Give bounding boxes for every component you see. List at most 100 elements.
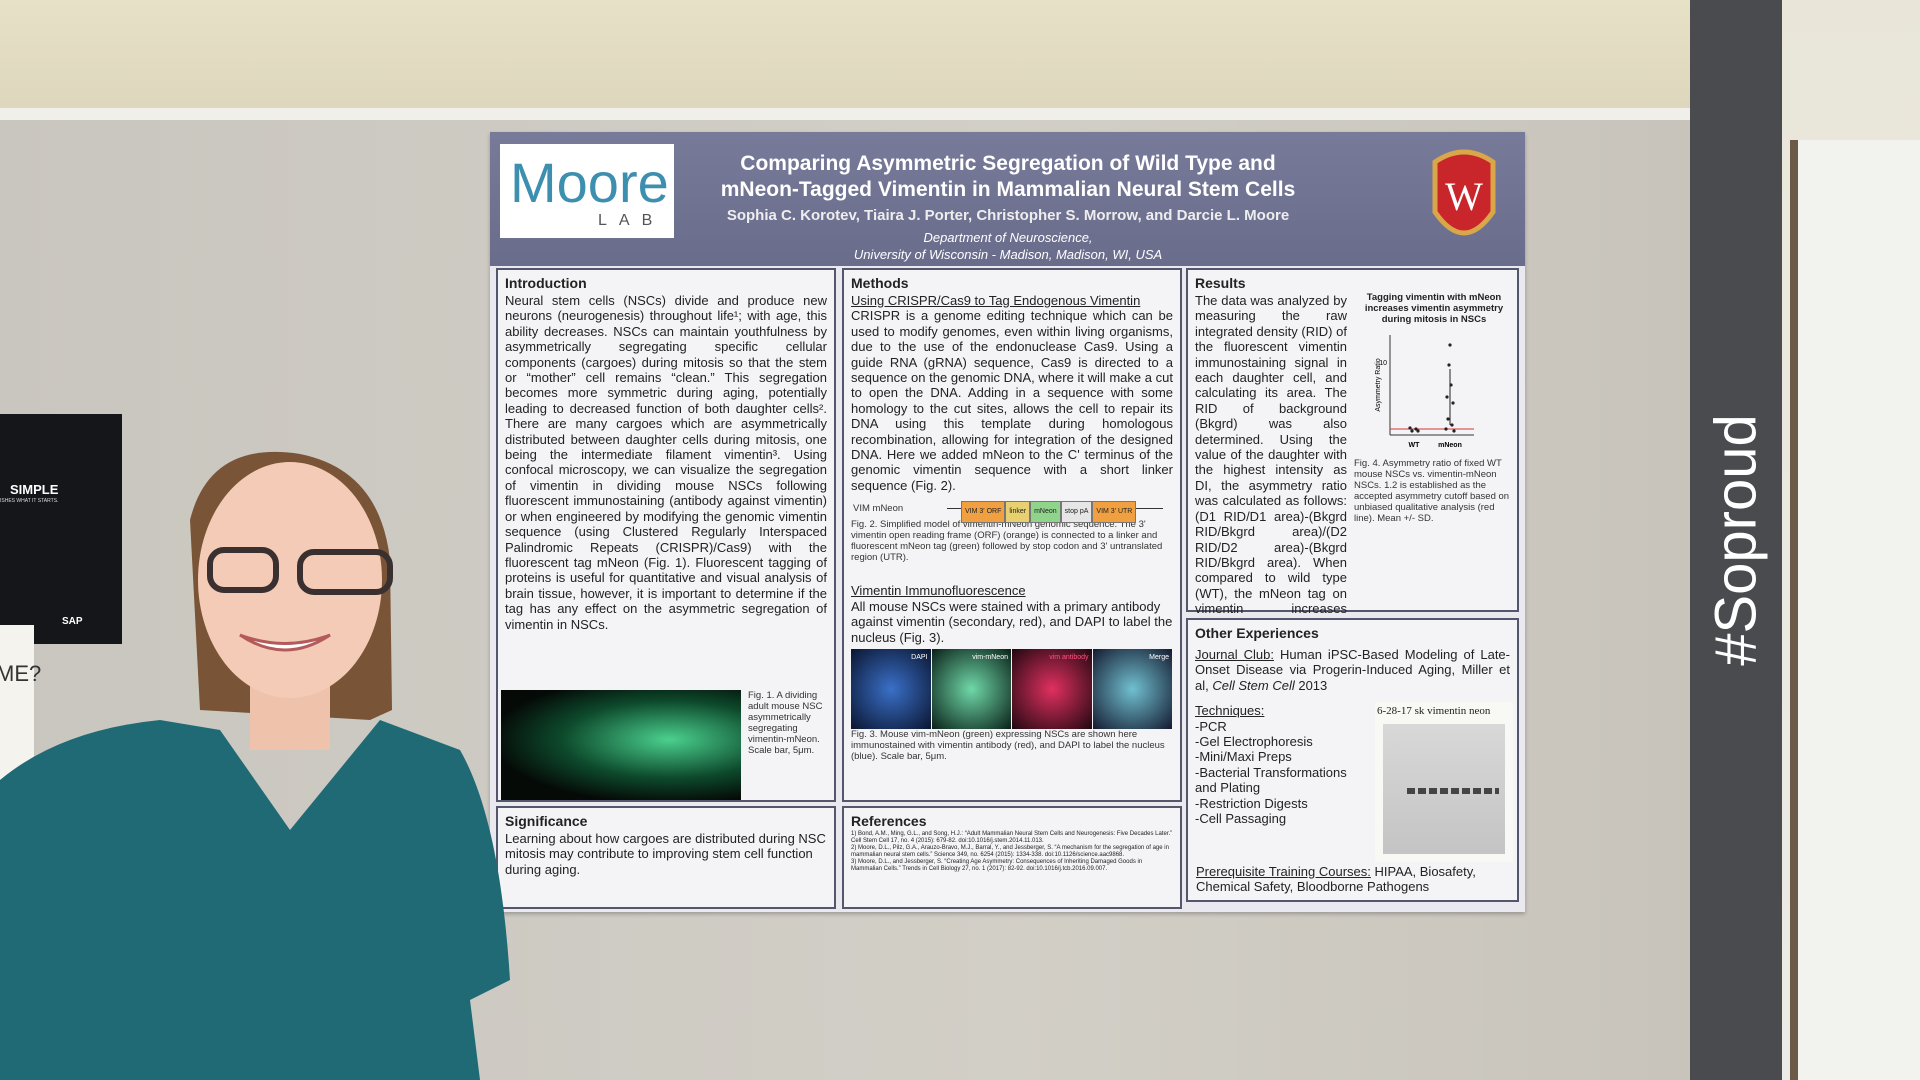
- construct: VIM mNeon VIM 3' ORF linker mNeon stop pA VI…: [851, 499, 1173, 523]
- subheading: Vimentin Immunofluorescence: [851, 583, 1026, 599]
- introduction-text: Neural stem cells (NSCs) divide and prod…: [505, 293, 827, 632]
- subheading: Using CRISPR/Cas9 to Tag Endogenous Vime…: [851, 293, 1141, 308]
- references-panel: References 1) Bond, A.M., Ming, G.L., an…: [842, 806, 1182, 909]
- sign-tagline: ISHES WHAT IT STARTS.: [0, 498, 59, 504]
- label: Techniques:: [1195, 703, 1265, 719]
- methods-text-2: All mouse NSCs were stained with a prima…: [851, 598, 1173, 645]
- affiliation-1: Department of Neuroscience,: [923, 230, 1093, 245]
- significance-text: Learning about how cargoes are distribut…: [505, 831, 826, 877]
- door-frame: [1690, 0, 1782, 1080]
- section-heading: References: [851, 813, 927, 829]
- face: [198, 462, 382, 698]
- section-heading: Results: [1195, 275, 1246, 291]
- label: Journal Club:: [1195, 647, 1274, 662]
- glasses: [207, 547, 279, 593]
- figure-3-caption: Fig. 3. Mouse vim-mNeon (green) expressi…: [851, 728, 1165, 762]
- journal-text: Human iPSC-Based Modeling of Late-Onset …: [1195, 647, 1510, 693]
- glasses: [297, 549, 393, 595]
- journal-club: Journal Club: Human iPSC-Based Modeling …: [1195, 647, 1510, 693]
- construct-part: linker: [1005, 501, 1031, 523]
- figure-3-panel: vim antibody: [1012, 648, 1092, 729]
- panel-label: Merge: [1149, 653, 1169, 661]
- journal-year: 2013: [1298, 677, 1328, 693]
- section-heading: Introduction: [505, 275, 587, 291]
- figure-2-caption: Fig. 2. Simplified model of vimentin-mNe…: [851, 519, 1163, 564]
- poster-title-2: mNeon-Tagged Vimentin in Mammalian Neura…: [720, 178, 1296, 201]
- journal-source: Cell Stem Cell: [1212, 677, 1295, 693]
- wall-top: [0, 0, 1690, 116]
- technique: -PCR: [1195, 718, 1227, 734]
- gel-photo: 6-28-17 sk vimentin neon: [1375, 702, 1513, 862]
- gel: [1383, 724, 1505, 854]
- group-label: WT: [1409, 442, 1421, 449]
- technique: -Gel Electrophoresis: [1195, 734, 1313, 750]
- reference: 3) Moore, D.L., and Jessberger, S. “Crea…: [851, 859, 1143, 872]
- figure-3-panels: DAPI vim-mNeon vim antibody Merge: [851, 648, 1173, 729]
- construct-part: VIM 3' ORF: [961, 501, 1006, 523]
- gel-label: 6-28-17 sk vimentin neon: [1377, 705, 1491, 717]
- hashtag: #Soproud: [1703, 414, 1769, 666]
- sign-brand: SAP: [62, 616, 83, 627]
- crest-shield: [1432, 149, 1496, 236]
- shirt: [0, 720, 510, 1080]
- sign-headline: SIMPLE: [10, 482, 59, 497]
- other-panel: Other Experiences Journal Club: Human iP…: [1186, 618, 1519, 902]
- smile: [239, 633, 331, 652]
- door-glass: [1790, 140, 1920, 1080]
- significance-panel: Significance Learning about how cargoes …: [496, 806, 836, 909]
- technique-list: -PCR -Gel Electrophoresis -Mini/Maxi Preps…: [1195, 719, 1370, 827]
- figure-1-image: [501, 690, 741, 800]
- poster: Moore LAB Comparing Asymmetric Segregati…: [490, 132, 1525, 912]
- crest-letter: W: [1445, 174, 1483, 219]
- panel-label: vim-mNeon: [972, 653, 1008, 661]
- prereq-text: HIPAA, Biosafety, Chemical Safety, Blood…: [1196, 864, 1476, 895]
- reference: 2) Moore, D.L., Pilz, G.A., Arauzo-Bravo…: [851, 845, 1169, 858]
- logo-sub: LAB: [598, 212, 665, 229]
- panel-label: vim antibody: [1049, 653, 1089, 661]
- section-heading: Significance: [505, 813, 588, 829]
- panel-label: DAPI: [911, 653, 928, 661]
- poster-title-1: Comparing Asymmetric Segregation of Wild…: [740, 152, 1276, 175]
- construct-part: VIM 3' UTR: [1092, 501, 1137, 523]
- section-heading: Other Experiences: [1195, 625, 1319, 641]
- methods-text: CRISPR is a genome editing technique whi…: [851, 308, 1173, 493]
- crest: W: [1432, 149, 1496, 236]
- figure-3-panel: DAPI: [851, 648, 931, 729]
- section-heading: Methods: [851, 275, 909, 291]
- group-label: mNeon: [1438, 442, 1462, 449]
- figure-4: Tagging vimentin with mNeon increases vi…: [1354, 292, 1514, 524]
- figure-4-caption: Fig. 4. Asymmetry ratio of fixed WT mous…: [1354, 458, 1510, 525]
- introduction-panel: Introduction Neural stem cells (NSCs) di…: [496, 268, 836, 802]
- axis-label: Asymmetry Ratio: [1375, 358, 1382, 411]
- figure-3-panel: Merge: [1092, 648, 1172, 729]
- technique: -Restriction Digests: [1195, 795, 1308, 811]
- reference-list: 1) Bond, A.M., Ming, G.L., and Song, H.J…: [851, 831, 1173, 873]
- label: Prerequisite Training Courses:: [1196, 864, 1371, 879]
- sign: SIMPLE ISHES WHAT IT STARTS. SAP: [0, 414, 122, 644]
- affiliation-2: University of Wisconsin - Madison, Madis…: [853, 247, 1163, 262]
- prerequisites: Prerequisite Training Courses: HIPAA, Bi…: [1196, 864, 1514, 895]
- person: [0, 451, 510, 1080]
- construct-parts: VIM 3' ORF linker mNeon stop pA VIM 3' UTR: [961, 501, 1137, 523]
- results-text: The data was analyzed by measuring the r…: [1195, 293, 1347, 662]
- reference: 1) Bond, A.M., Ming, G.L., and Song, H.J…: [851, 831, 1173, 844]
- figure-4-plot: Asymmetry Ratio 10 WT mNeon: [1375, 335, 1474, 449]
- authors: Sophia C. Korotev, Tiaira J. Porter, Chr…: [726, 207, 1290, 224]
- construct-part: stop pA: [1060, 501, 1093, 523]
- figure-4-title: Tagging vimentin with mNeon increases vi…: [1364, 292, 1504, 325]
- construct-part: mNeon: [1030, 501, 1061, 523]
- molding: [0, 108, 1690, 120]
- methods-panel: Methods Using CRISPR/Cas9 to Tag Endogen…: [842, 268, 1182, 802]
- note-text: ME?: [0, 661, 42, 686]
- gel-bands: [1407, 788, 1499, 794]
- technique: -Bacterial Transformations and Plating: [1195, 764, 1347, 796]
- logo-name: Moore: [510, 151, 669, 214]
- construct-label: VIM mNeon: [853, 503, 904, 515]
- figure-1-caption: Fig. 1. A dividing adult mouse NSC asymm…: [748, 690, 823, 756]
- technique: -Cell Passaging: [1195, 811, 1287, 827]
- technique: -Mini/Maxi Preps: [1195, 749, 1292, 765]
- dots: [1408, 343, 1456, 433]
- figure-3-panel: vim-mNeon: [931, 648, 1011, 729]
